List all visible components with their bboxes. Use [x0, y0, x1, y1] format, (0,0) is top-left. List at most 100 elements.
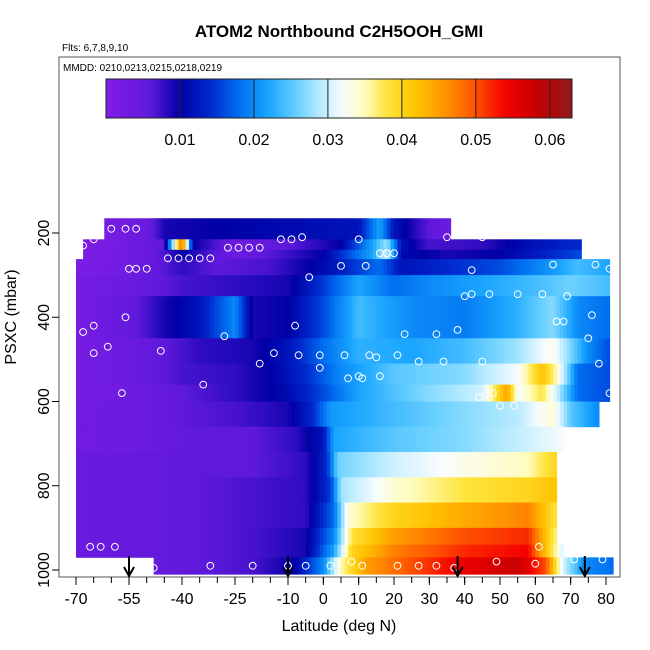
- heatmap-cell: [86, 363, 91, 386]
- heatmap-cell: [256, 477, 261, 503]
- heatmap-cell: [330, 426, 335, 453]
- heatmap-cell: [489, 296, 494, 339]
- heatmap-cell: [291, 557, 296, 575]
- heatmap-cell: [316, 338, 321, 364]
- heatmap-cell: [79, 363, 84, 386]
- heatmap-cell: [496, 275, 501, 297]
- heatmap-cell: [263, 426, 268, 453]
- heatmap-cell: [210, 249, 215, 260]
- heatmap-cell: [401, 218, 406, 240]
- heatmap-cell: [411, 452, 416, 478]
- heatmap-cell: [157, 544, 162, 558]
- heatmap-cell: [482, 275, 487, 297]
- heatmap-cell: [411, 527, 416, 546]
- heatmap-cell: [598, 384, 604, 402]
- heatmap-cell: [383, 338, 388, 364]
- heatmap-cell: [249, 426, 254, 453]
- heatmap-cell: [174, 527, 180, 546]
- heatmap-cell: [411, 384, 416, 402]
- heatmap-cell: [348, 249, 353, 260]
- heatmap-cell: [277, 477, 282, 503]
- heatmap-cell: [355, 426, 360, 453]
- heatmap-cell: [503, 384, 508, 402]
- heatmap-cell: [231, 296, 236, 339]
- heatmap-cell: [535, 426, 540, 453]
- heatmap-cell: [143, 218, 148, 240]
- heatmap-cell: [379, 384, 384, 402]
- heatmap-cell: [227, 384, 233, 402]
- heatmap-cell: [97, 477, 102, 503]
- heatmap-cell: [224, 502, 229, 529]
- sample-point: [164, 254, 172, 263]
- heatmap-cell: [132, 338, 137, 364]
- heatmap-cell: [185, 452, 190, 478]
- heatmap-cell: [598, 363, 604, 386]
- heatmap-cell: [206, 452, 211, 478]
- heatmap-cell: [471, 527, 476, 546]
- heatmap-cell: [224, 296, 229, 339]
- heatmap-cell: [90, 502, 95, 529]
- heatmap-cell: [182, 296, 187, 339]
- heatmap-cell: [203, 275, 208, 297]
- heatmap-cell: [397, 384, 402, 402]
- sample-point: [393, 561, 402, 570]
- heatmap-cell: [337, 218, 342, 240]
- heatmap-cell: [439, 426, 445, 453]
- heatmap-cell: [588, 401, 593, 428]
- heatmap-cell: [132, 426, 137, 453]
- heatmap-cell: [379, 426, 384, 453]
- heatmap-cell: [425, 218, 430, 240]
- heatmap-cell: [517, 384, 522, 402]
- heatmap-cell: [174, 502, 180, 529]
- heatmap-cell: [114, 296, 119, 339]
- heatmap-cell: [517, 544, 522, 558]
- heatmap-cell: [450, 477, 455, 503]
- heatmap-cell: [429, 426, 434, 453]
- heatmap-cell: [348, 384, 353, 402]
- heatmap-cell: [379, 544, 384, 558]
- heatmap-cell: [538, 384, 543, 402]
- heatmap-cell: [146, 363, 151, 386]
- sample-point: [255, 243, 264, 252]
- heatmap-cell: [478, 338, 483, 364]
- heatmap-cell: [139, 477, 144, 503]
- heatmap-cell: [429, 259, 434, 276]
- heatmap-cell: [457, 401, 462, 428]
- heatmap-cell: [100, 338, 105, 364]
- heatmap-cell: [577, 557, 582, 575]
- heatmap-cell: [182, 557, 187, 575]
- heatmap-cell: [457, 426, 462, 453]
- heatmap-cell: [259, 275, 264, 297]
- heatmap-cell: [104, 338, 109, 364]
- heatmap-cell: [164, 218, 169, 240]
- heatmap-cell: [461, 363, 466, 386]
- heatmap-cell: [422, 363, 427, 386]
- heatmap-cell: [535, 275, 540, 297]
- heatmap-cell: [418, 477, 423, 503]
- heatmap-cell: [235, 275, 240, 297]
- heatmap-cell: [107, 502, 112, 529]
- heatmap-cell: [167, 218, 172, 240]
- heatmap-cell: [174, 544, 180, 558]
- heatmap-cell: [507, 363, 512, 386]
- heatmap-cell: [90, 239, 95, 251]
- heatmap-cell: [461, 426, 466, 453]
- heatmap-cell: [464, 452, 469, 478]
- heatmap-cell: [90, 338, 95, 364]
- heatmap-cell: [372, 401, 377, 428]
- heatmap-cell: [450, 259, 455, 276]
- heatmap-cell: [227, 296, 233, 339]
- heatmap-cell: [107, 239, 112, 251]
- heatmap-cell: [598, 557, 604, 575]
- heatmap-cell: [397, 544, 402, 558]
- heatmap-cell: [189, 557, 194, 575]
- heatmap-cell: [76, 452, 81, 478]
- heatmap-cell: [100, 401, 105, 428]
- heatmap-cell: [528, 527, 533, 546]
- heatmap-cell: [567, 401, 572, 428]
- heatmap-cell: [259, 384, 264, 402]
- heatmap-cell: [549, 426, 554, 453]
- heatmap-cell: [125, 259, 130, 276]
- heatmap-cell: [157, 426, 162, 453]
- heatmap-cell: [432, 259, 437, 276]
